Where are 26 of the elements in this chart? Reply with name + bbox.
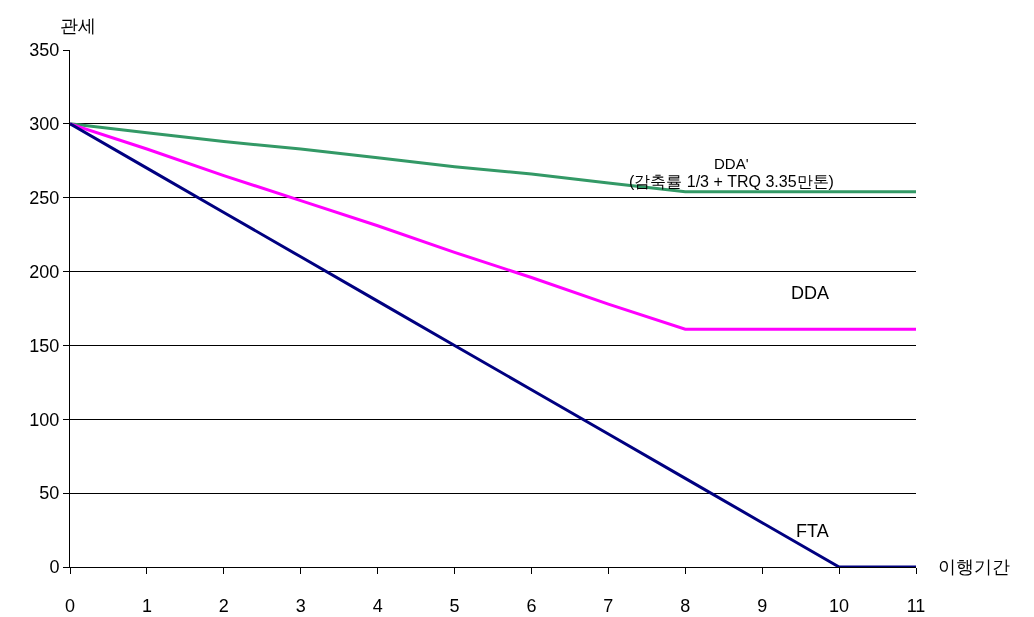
- x-tick-label: 3: [295, 595, 306, 616]
- series-label: FTA: [796, 521, 829, 541]
- y-tick-label: 100: [29, 409, 60, 430]
- x-tick-label: 8: [680, 595, 691, 616]
- series-label: DDA: [791, 283, 830, 303]
- y-tick-label: 0: [49, 557, 60, 578]
- x-tick-label: 10: [829, 595, 850, 616]
- x-tick-label: 9: [757, 595, 768, 616]
- x-tick-label: 5: [449, 595, 460, 616]
- x-tick-label: 6: [526, 595, 537, 616]
- y-axis-title: 관세: [60, 16, 96, 36]
- x-tick-label: 2: [218, 595, 229, 616]
- x-tick-label: 4: [372, 595, 383, 616]
- y-tick-label: 150: [29, 335, 60, 356]
- x-tick-label: 0: [64, 595, 76, 616]
- y-tick-label: 250: [29, 188, 60, 209]
- y-tick-label: 200: [29, 261, 60, 282]
- x-axis-title: 이행기간: [938, 557, 1010, 577]
- x-tick-label: 11: [906, 595, 926, 616]
- annotation: (감축률 1/3 + TRQ 3.35만톤): [629, 173, 834, 190]
- series-label: DDA': [714, 155, 749, 172]
- x-tick-label: 1: [141, 595, 152, 616]
- y-tick-label: 350: [29, 40, 60, 61]
- x-tick-label: 7: [603, 595, 614, 616]
- y-tick-label: 50: [39, 483, 60, 504]
- y-tick-label: 300: [29, 114, 60, 135]
